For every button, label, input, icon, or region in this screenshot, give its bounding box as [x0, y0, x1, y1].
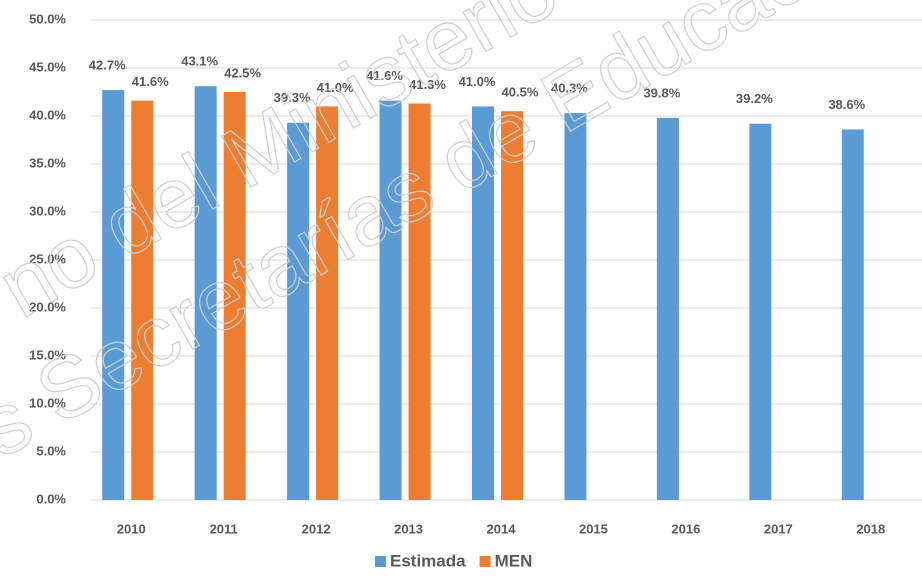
y-tick-label: 30.0%: [29, 203, 66, 218]
x-tick-label: 2014: [487, 521, 517, 536]
data-label: 42.5%: [224, 65, 261, 80]
bar: [316, 106, 339, 501]
data-label: 39.8%: [643, 85, 680, 100]
x-tick-label: 2011: [210, 521, 238, 536]
bar: [223, 92, 246, 500]
bar: [749, 123, 772, 501]
bar: [131, 100, 154, 500]
data-label: 42.7%: [89, 58, 126, 73]
y-tick-label: 50.0%: [29, 11, 66, 26]
bar: [501, 111, 523, 500]
y-tick-label: 35.0%: [29, 155, 66, 170]
data-label: 39.2%: [736, 91, 773, 106]
y-tick-label: 0.0%: [36, 491, 66, 506]
legend-label: MEN: [495, 551, 533, 570]
bar: [379, 100, 402, 500]
data-label: 41.6%: [366, 68, 403, 83]
x-tick-label: 2017: [764, 521, 793, 536]
y-tick-label: 5.0%: [36, 443, 66, 458]
y-tick-label: 20.0%: [29, 299, 66, 314]
data-label: 41.0%: [317, 80, 354, 95]
legend-swatch: [479, 556, 491, 567]
x-tick-label: 2016: [671, 521, 700, 536]
y-tick-label: 15.0%: [29, 347, 66, 362]
data-label: 38.6%: [828, 97, 865, 112]
legend-swatch: [375, 556, 386, 567]
data-label: 39.3%: [274, 90, 311, 105]
x-tick-label: 2010: [117, 521, 146, 536]
data-label: 40.3%: [551, 81, 588, 96]
data-label: 41.0%: [459, 74, 496, 89]
x-tick-label: 2018: [856, 521, 885, 536]
legend-label: Estimada: [390, 551, 466, 570]
data-label: 41.6%: [132, 74, 169, 89]
y-tick-label: 25.0%: [29, 251, 66, 266]
x-tick-label: 2015: [579, 521, 608, 536]
data-label: 41.3%: [409, 77, 446, 92]
x-tick-label: 2013: [394, 521, 423, 536]
bar: [656, 117, 679, 501]
bar: [472, 106, 494, 501]
bar: [194, 86, 217, 501]
bar: [408, 103, 431, 501]
x-tick-label: 2012: [302, 521, 331, 536]
bar: [841, 129, 864, 500]
y-tick-label: 45.0%: [29, 59, 66, 74]
bar: [102, 90, 125, 500]
y-tick-label: 40.0%: [29, 107, 66, 122]
bar: [287, 122, 310, 500]
y-tick-label: 10.0%: [29, 395, 66, 410]
data-label: 43.1%: [181, 54, 218, 69]
data-label: 40.5%: [502, 85, 539, 100]
bar: [564, 113, 587, 501]
